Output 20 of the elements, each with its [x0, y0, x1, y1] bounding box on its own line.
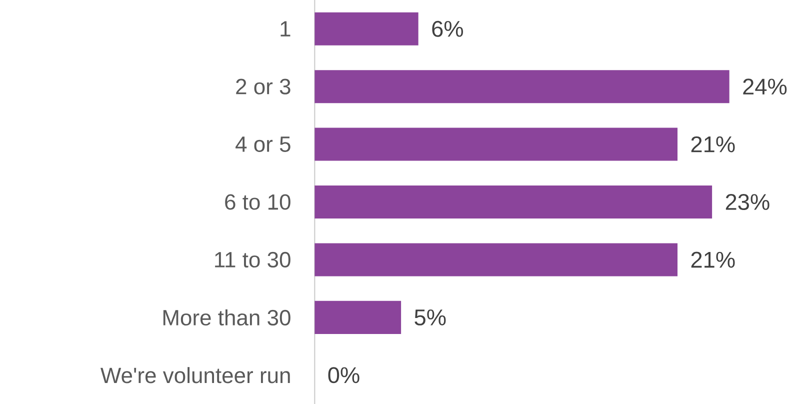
y-tick-label: 1: [280, 21, 290, 36]
data-label: 24%: [743, 78, 787, 95]
bar: [314, 243, 678, 276]
y-tick-label: More than 30: [163, 309, 290, 326]
data-label: 5%: [414, 309, 446, 326]
bar: [314, 186, 712, 219]
bar: [314, 12, 418, 46]
y-tick-label: 6 to 10: [225, 194, 290, 210]
data-label: 23%: [726, 194, 770, 210]
y-tick-label: 2 or 3: [236, 78, 290, 94]
bar: [314, 300, 402, 334]
data-label: 21%: [691, 136, 735, 152]
bar: [314, 70, 730, 104]
data-label: 0%: [328, 367, 360, 384]
data-label: 6%: [432, 20, 463, 37]
bar: [314, 128, 678, 161]
data-label: 21%: [691, 252, 735, 268]
y-tick-label: 4 or 5: [236, 136, 290, 152]
y-tick-label: We're volunteer run: [100, 367, 290, 384]
y-tick-label: 11 to 30: [215, 252, 290, 268]
